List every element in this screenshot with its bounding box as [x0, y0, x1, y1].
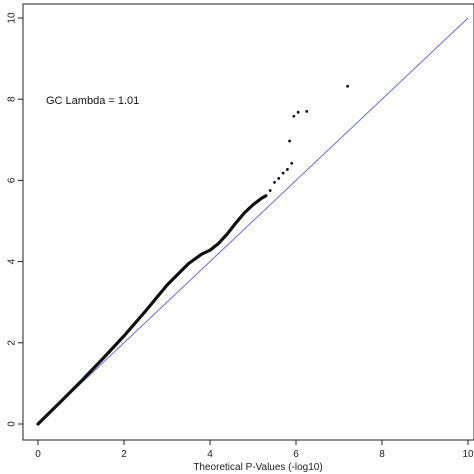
tail-point [346, 84, 349, 88]
y-tick-label: 6 [7, 177, 18, 183]
tail-points [268, 84, 349, 192]
x-tick-label: 8 [379, 449, 385, 460]
x-tick-label: 6 [293, 449, 299, 460]
x-tick-label: 4 [207, 449, 213, 460]
y-tick-label: 8 [7, 96, 18, 102]
x-axis-label: Theoretical P-Values (-log10) [193, 462, 322, 473]
tail-point [290, 161, 294, 165]
y-tick-label: 10 [7, 12, 18, 24]
tail-point [286, 168, 289, 171]
tail-point [277, 176, 281, 180]
y-axis-ticks: 0 2 4 6 8 10 [7, 12, 23, 427]
x-tick-label: 0 [35, 449, 41, 460]
gc-lambda-annotation: GC Lambda = 1.01 [46, 95, 139, 107]
tail-point [268, 189, 272, 192]
y-tick-label: 4 [7, 258, 18, 264]
tail-point [281, 171, 285, 175]
x-tick-label: 2 [121, 449, 127, 460]
tail-point [273, 181, 276, 184]
tail-point [288, 139, 291, 143]
plot-frame [22, 3, 474, 441]
tail-point [305, 109, 309, 113]
reference-line [37, 17, 469, 425]
tail-point [292, 114, 296, 118]
tail-point [296, 110, 300, 114]
x-axis-ticks: 0 2 4 6 8 10 [35, 440, 474, 460]
y-tick-label: 2 [7, 340, 18, 346]
dense-point-series [36, 194, 268, 426]
y-tick-label: 0 [7, 421, 18, 427]
x-tick-label: 10 [462, 449, 474, 460]
